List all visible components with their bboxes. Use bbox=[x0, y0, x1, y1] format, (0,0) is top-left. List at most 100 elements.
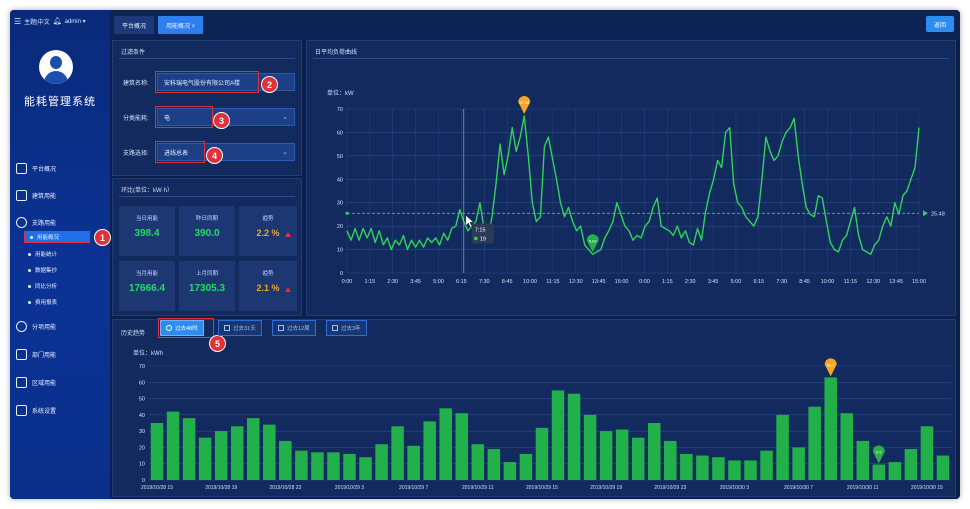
x-tick-label: 13:45 bbox=[889, 279, 903, 285]
stat-value: 390.0 bbox=[194, 228, 220, 239]
bell-icon[interactable]: 🔔︎ bbox=[52, 18, 62, 25]
bar bbox=[327, 452, 340, 480]
back-button[interactable]: 返回 bbox=[926, 16, 954, 32]
building-value: 安科瑞电气股份有限公司A楼 bbox=[164, 80, 241, 87]
stat-value: 2.2 % bbox=[256, 228, 280, 238]
compare-panel: 环比(单位：kW·h） 当日用能 398.4 昨日同期 390.0 趋势 2.2… bbox=[112, 178, 302, 316]
bar bbox=[519, 453, 533, 480]
range-12w-button[interactable]: 过去12周 bbox=[272, 320, 316, 336]
stat-today: 当日用能 398.4 bbox=[119, 206, 175, 256]
bar bbox=[904, 449, 918, 480]
tab-usage-overview[interactable]: 用能概况 × bbox=[158, 16, 204, 34]
tab-platform-overview[interactable]: 平台概况 bbox=[114, 16, 155, 34]
bar bbox=[808, 406, 821, 480]
sidebar-item-branch[interactable]: 支路用能 bbox=[16, 214, 56, 230]
x-tick-label: 10:00 bbox=[523, 279, 537, 285]
subitem-label: 用能概况 bbox=[37, 235, 60, 241]
avatar bbox=[39, 50, 73, 84]
y-tick-label: 50 bbox=[337, 154, 343, 160]
stat-value: 398.4 bbox=[134, 228, 160, 239]
building-label: 建筑名称: bbox=[123, 80, 149, 87]
calendar-icon bbox=[224, 325, 230, 331]
stat-label: 上月同期 bbox=[195, 271, 218, 277]
building-select[interactable]: 安科瑞电气股份有限公司A楼 bbox=[157, 73, 295, 91]
bar bbox=[936, 455, 950, 480]
branch-select[interactable]: 进线总表 ⌄ bbox=[157, 143, 295, 161]
callout-badge-1: 1 bbox=[94, 229, 111, 246]
callout-badge-4: 4 bbox=[206, 147, 223, 164]
x-tick-label: 2019/10/28 19 bbox=[205, 485, 237, 491]
bar bbox=[247, 418, 260, 480]
stat-month: 当月用能 17666.4 bbox=[119, 261, 175, 311]
stat-label: 当月用能 bbox=[135, 271, 158, 277]
bullet-icon bbox=[28, 284, 31, 288]
app-window: ☰ 主题|中文 🔔︎ admin ▾ 能耗管理系统 平台概况 建筑用能 支路用能… bbox=[10, 10, 960, 499]
sidebar-item-settings[interactable]: 系统设置 bbox=[16, 402, 56, 418]
history-bar-chart[interactable]: 单位：kWh 0 10 20 30 40 50 60 70 2019/10/28 15 2019/… bbox=[113, 342, 957, 499]
x-tick-label: 3:45 bbox=[410, 279, 421, 285]
sidebar-item-building[interactable]: 建筑用能 bbox=[16, 187, 56, 203]
bar bbox=[776, 414, 789, 480]
history-min-marker-shape bbox=[872, 445, 885, 464]
stat-yesterday: 昨日同期 390.0 bbox=[179, 206, 235, 256]
bar bbox=[471, 444, 485, 480]
x-tick-label: 8:45 bbox=[502, 279, 513, 285]
subitem-yoy-analysis[interactable]: 同比分析 bbox=[28, 280, 57, 292]
x-tick-label: 2019/10/29 3 bbox=[335, 485, 364, 491]
subitem-usage-overview[interactable]: 用能概况 bbox=[24, 231, 90, 243]
bar bbox=[824, 377, 837, 480]
x-tick-label: 12:30 bbox=[866, 279, 880, 285]
subitem-data-reading[interactable]: 数据集抄 bbox=[28, 264, 57, 276]
header-tabs: 平台概况 用能概况 × bbox=[110, 10, 960, 40]
language-switch[interactable]: 主题|中文 bbox=[24, 19, 50, 26]
daily-load-panel: 日平均负荷曲线 单位：kW 0 10 20 30 40 50 60 70 0:00 1:15 2:3… bbox=[306, 40, 956, 316]
bar bbox=[856, 440, 870, 480]
sidebar: ☰ 主题|中文 🔔︎ admin ▾ 能耗管理系统 平台概况 建筑用能 支路用能… bbox=[10, 10, 111, 499]
bar bbox=[760, 450, 773, 480]
range-3y-button[interactable]: 过去3年 bbox=[326, 320, 367, 336]
subitem-label: 同比分析 bbox=[35, 284, 58, 290]
bar bbox=[599, 431, 613, 480]
x-tick-label: 2019/10/30 15 bbox=[911, 485, 943, 491]
highlight-box bbox=[155, 106, 213, 128]
callout-badge-5: 5 bbox=[209, 335, 226, 352]
bar bbox=[503, 462, 517, 480]
bar bbox=[279, 440, 292, 480]
subitem-label: 费用报表 bbox=[35, 300, 58, 306]
user-menu[interactable]: admin ▾ bbox=[64, 18, 86, 25]
sidebar-item-platform[interactable]: 平台概况 bbox=[16, 160, 56, 176]
subitem-cost-report[interactable]: 费用报表 bbox=[28, 296, 57, 308]
bar bbox=[712, 457, 725, 480]
range-48h-button[interactable]: 过去48时 bbox=[160, 320, 204, 336]
max-marker-shape bbox=[518, 96, 531, 115]
y-tick-label: 50 bbox=[139, 397, 145, 403]
bar bbox=[391, 426, 404, 480]
subitem-label: 数据集抄 bbox=[35, 268, 58, 274]
x-tick-label: 8:45 bbox=[799, 279, 810, 285]
stat-day-trend: 趋势 2.2 % bbox=[239, 206, 297, 256]
history-max-marker: 63.1 bbox=[824, 358, 837, 377]
filter-panel: 过滤条件 建筑名称: 安科瑞电气股份有限公司A楼 2 分类能耗: 电 ⌄ 3 支… bbox=[112, 40, 302, 176]
subitem-usage-stats[interactable]: 用能统计 bbox=[28, 248, 57, 260]
button-label: 过去3年 bbox=[341, 326, 361, 332]
bar bbox=[263, 424, 276, 480]
x-tick-label: 1:15 bbox=[662, 279, 673, 285]
trend-up-icon bbox=[285, 232, 291, 237]
bar bbox=[744, 460, 757, 480]
hamburger-icon[interactable]: ☰ bbox=[14, 16, 22, 26]
sidebar-item-region[interactable]: 区域用能 bbox=[16, 374, 56, 390]
daily-line-chart[interactable]: 单位：kW 0 10 20 30 40 50 60 70 0:00 1:15 2:30 3:45 5:0… bbox=[307, 57, 957, 319]
range-31d-button[interactable]: 过去31天 bbox=[218, 320, 262, 336]
bar bbox=[664, 440, 677, 480]
sidebar-item-category[interactable]: 分项用能 bbox=[16, 318, 56, 334]
bar bbox=[583, 414, 597, 480]
daily-title: 日平均负荷曲线 bbox=[315, 50, 358, 56]
sidebar-item-department[interactable]: 部门用能 bbox=[16, 346, 56, 362]
bar bbox=[696, 455, 709, 480]
x-tick-label: 12:30 bbox=[569, 279, 583, 285]
filter-title: 过滤条件 bbox=[121, 50, 146, 56]
average-line-start bbox=[345, 211, 349, 215]
x-tick-label: 1:15 bbox=[365, 279, 376, 285]
bullet-icon bbox=[28, 268, 31, 272]
daily-unit-label: 单位：kW bbox=[327, 89, 354, 97]
